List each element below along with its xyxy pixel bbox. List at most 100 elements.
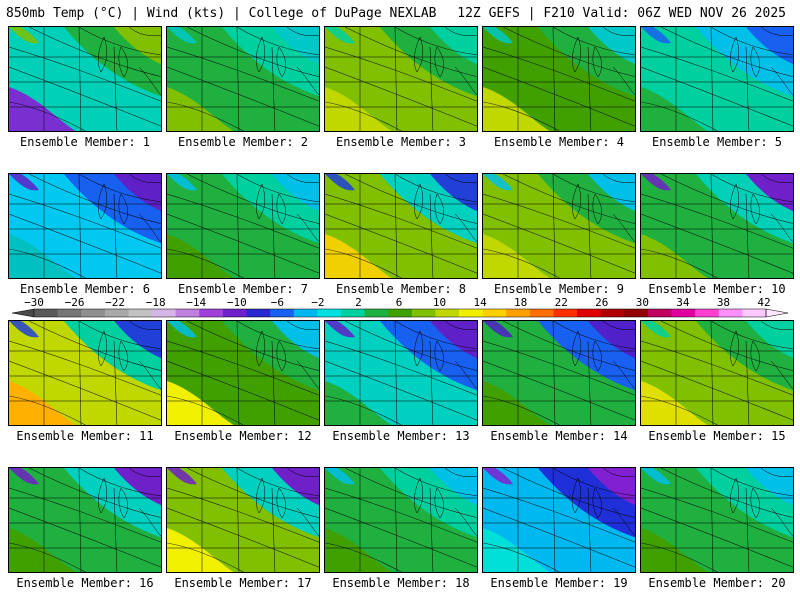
ensemble-map-8 xyxy=(324,173,478,279)
colorbar-swatch xyxy=(364,309,389,317)
ensemble-map-17 xyxy=(166,467,320,573)
ensemble-map-15 xyxy=(640,320,794,426)
ensemble-map-18 xyxy=(324,467,478,573)
colorbar-tick-label: −6 xyxy=(271,296,284,309)
colorbar-tick-label: 38 xyxy=(717,296,730,309)
ensemble-member-label: Ensemble Member: 8 xyxy=(335,282,467,296)
colorbar-swatch xyxy=(340,309,366,317)
colorbar-tick-label: −30 xyxy=(24,296,44,309)
colorbar-tick-label: −26 xyxy=(65,296,85,309)
colorbar-swatch xyxy=(34,309,59,317)
colorbar-tick-label: 26 xyxy=(595,296,608,309)
colorbar-tick-label: −14 xyxy=(186,296,206,309)
colorbar-tick-label: 18 xyxy=(514,296,527,309)
ensemble-map-4 xyxy=(482,26,636,132)
colorbar-tick-label: 6 xyxy=(396,296,403,309)
colorbar-swatch xyxy=(293,309,318,317)
ensemble-member-label: Ensemble Member: 9 xyxy=(493,282,625,296)
ensemble-member-label: Ensemble Member: 6 xyxy=(19,282,151,296)
ensemble-map-9 xyxy=(482,173,636,279)
run-info: 12Z GEFS | F210 Valid: 06Z WED NOV 26 20… xyxy=(457,6,786,21)
colorbar-tick-label: 42 xyxy=(757,296,770,309)
ensemble-map-6 xyxy=(8,173,162,279)
colorbar-swatch xyxy=(128,309,153,317)
ensemble-member-label: Ensemble Member: 19 xyxy=(490,576,628,590)
colorbar-swatch xyxy=(742,309,767,317)
colorbar-swatch xyxy=(506,309,531,317)
ensemble-member-label: Ensemble Member: 11 xyxy=(16,429,154,443)
temperature-field-map xyxy=(167,321,319,425)
temperature-field-map xyxy=(325,468,477,572)
colorbar-swatch xyxy=(152,309,177,317)
colorbar-swatch xyxy=(104,309,129,317)
chart-title: 850mb Temp (°C) | Wind (kts) | College o… xyxy=(6,6,437,21)
temperature-field-map xyxy=(325,27,477,131)
colorbar-swatch xyxy=(199,309,224,317)
ensemble-member-label: Ensemble Member: 10 xyxy=(648,282,786,296)
ensemble-member-label: Ensemble Member: 3 xyxy=(335,135,467,149)
ensemble-member-label: Ensemble Member: 5 xyxy=(651,135,783,149)
colorbar-swatch xyxy=(529,309,554,317)
ensemble-map-12 xyxy=(166,320,320,426)
ensemble-member-label: Ensemble Member: 18 xyxy=(332,576,470,590)
colorbar-swatch xyxy=(411,309,436,317)
temperature-field-map xyxy=(9,468,161,572)
colorbar-swatch xyxy=(718,309,743,317)
colorbar-swatch xyxy=(175,309,200,317)
temperature-field-map xyxy=(641,468,793,572)
colorbar-tick-label: −10 xyxy=(227,296,247,309)
colorbar-swatch xyxy=(695,309,720,317)
ensemble-member-label: Ensemble Member: 16 xyxy=(16,576,154,590)
temperature-field-map xyxy=(9,27,161,131)
temperature-field-map xyxy=(167,174,319,278)
colorbar-swatch xyxy=(647,309,673,317)
colorbar-swatch xyxy=(553,309,578,317)
colorbar-swatch xyxy=(57,309,82,317)
temperature-field-map xyxy=(167,468,319,572)
temperature-field-map xyxy=(483,27,635,131)
temperature-field-map xyxy=(167,27,319,131)
colorbar-max-arrow xyxy=(765,308,789,318)
temperature-field-map xyxy=(641,321,793,425)
ensemble-map-3 xyxy=(324,26,478,132)
temperature-field-map xyxy=(641,174,793,278)
ensemble-map-7 xyxy=(166,173,320,279)
ensemble-member-label: Ensemble Member: 12 xyxy=(174,429,312,443)
colorbar-swatch xyxy=(222,309,248,317)
ensemble-member-label: Ensemble Member: 14 xyxy=(490,429,628,443)
ensemble-member-label: Ensemble Member: 13 xyxy=(332,429,470,443)
colorbar-tick-label: −22 xyxy=(105,296,125,309)
ensemble-map-1 xyxy=(8,26,162,132)
ensemble-map-2 xyxy=(166,26,320,132)
ensemble-member-label: Ensemble Member: 7 xyxy=(177,282,309,296)
temperature-field-map xyxy=(325,321,477,425)
temperature-field-map xyxy=(483,321,635,425)
colorbar-swatch xyxy=(388,309,413,317)
colorbar-swatch xyxy=(270,309,295,317)
temperature-field-map xyxy=(641,27,793,131)
colorbar-tick-label: 10 xyxy=(433,296,446,309)
ensemble-member-label: Ensemble Member: 4 xyxy=(493,135,625,149)
temperature-field-map xyxy=(9,321,161,425)
colorbar-swatch xyxy=(435,309,460,317)
ensemble-member-label: Ensemble Member: 17 xyxy=(174,576,312,590)
colorbar-min-arrow xyxy=(11,308,35,318)
colorbar-swatch xyxy=(624,309,649,317)
colorbar-swatch xyxy=(317,309,342,317)
temperature-field-map xyxy=(9,174,161,278)
ensemble-map-19 xyxy=(482,467,636,573)
colorbar-swatch xyxy=(577,309,602,317)
colorbar-swatch xyxy=(459,309,484,317)
colorbar-swatch xyxy=(246,309,271,317)
ensemble-map-14 xyxy=(482,320,636,426)
ensemble-map-10 xyxy=(640,173,794,279)
colorbar-swatch xyxy=(671,309,696,317)
ensemble-map-16 xyxy=(8,467,162,573)
ensemble-map-20 xyxy=(640,467,794,573)
colorbar-swatch xyxy=(482,309,507,317)
temperature-field-map xyxy=(483,468,635,572)
temperature-field-map xyxy=(325,174,477,278)
colorbar-tick-label: 14 xyxy=(473,296,487,309)
colorbar-tick-label: 34 xyxy=(676,296,690,309)
ensemble-map-5 xyxy=(640,26,794,132)
